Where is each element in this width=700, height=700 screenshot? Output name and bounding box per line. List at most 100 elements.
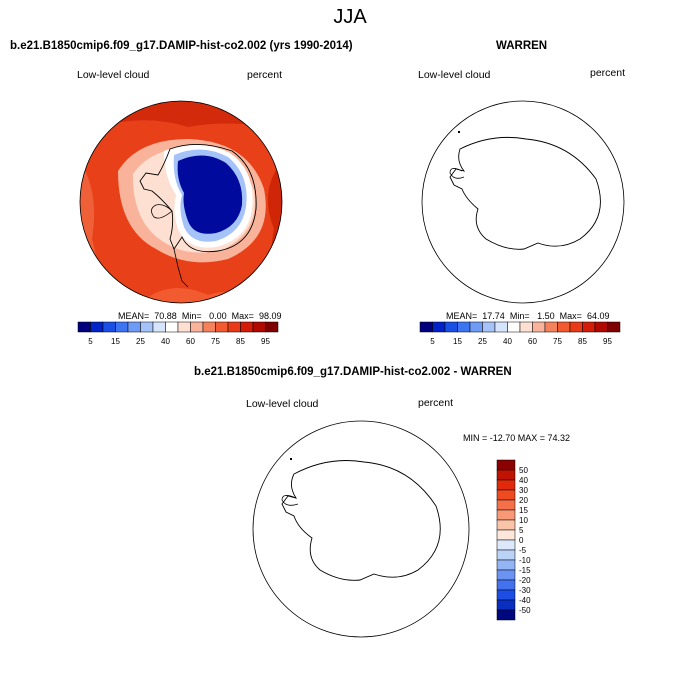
colorbar-tick-label: 15 — [111, 337, 120, 346]
colorbar-top-left: 5 15 25 40 60 75 85 95 — [77, 321, 279, 346]
colorbar-tick-label: 40 — [503, 337, 512, 346]
colorbar-box — [177, 321, 191, 333]
colorbar-box — [215, 321, 229, 333]
colorbar-box — [582, 321, 596, 333]
colorbar-box — [140, 321, 154, 333]
colorbar-box — [496, 529, 516, 541]
colorbar-box — [496, 589, 516, 601]
panel-top-left-stats: MEAN= 70.88 Min= 0.00 Max= 98.09 — [118, 311, 282, 321]
colorbar-box — [496, 489, 516, 501]
colorbar-box — [202, 321, 216, 333]
island-dot — [290, 458, 292, 460]
colorbar-tick-label: 95 — [261, 337, 270, 346]
continent-coastline — [281, 460, 441, 581]
colorbar-tick-label: 15 — [453, 337, 462, 346]
season-title: JJA — [333, 6, 367, 28]
panel-top-left-title: b.e21.B1850cmip6.f09_g17.DAMIP-hist-co2.… — [10, 40, 353, 52]
panel-bottom-title: b.e21.B1850cmip6.f09_g17.DAMIP-hist-co2.… — [194, 366, 512, 378]
map-bottom — [252, 420, 470, 638]
panel-top-right-stats: MEAN= 17.74 Min= 1.50 Max= 64.09 — [446, 311, 610, 321]
colorbar-box — [90, 321, 104, 333]
panel-top-right-variable: Low-level cloud — [418, 69, 491, 81]
colorbar-box — [594, 321, 608, 333]
colorbar-box — [496, 539, 516, 551]
colorbar-tick-label: 60 — [528, 337, 537, 346]
colorbar-box — [496, 459, 516, 471]
colorbar-tick-label: -20 — [519, 576, 531, 585]
colorbar-box — [494, 321, 508, 333]
panel-top-left-units: percent — [247, 69, 283, 81]
colorbar-box — [496, 559, 516, 571]
antarctic-interior-low-cloud — [177, 155, 243, 234]
colorbar-box — [432, 321, 446, 333]
colorbar-tick-label: -15 — [519, 566, 531, 575]
colorbar-tick-label: 75 — [211, 337, 220, 346]
colorbar-box — [240, 321, 254, 333]
colorbar-box — [127, 321, 141, 333]
colorbar-box — [482, 321, 496, 333]
colorbar-box — [607, 321, 621, 333]
colorbar-tick-label: -5 — [519, 546, 527, 555]
panel-bottom-variable: Low-level cloud — [246, 398, 319, 410]
peninsula-outline — [449, 168, 465, 179]
colorbar-tick-label: 20 — [519, 496, 528, 505]
colorbar-box — [265, 321, 279, 333]
colorbar-box — [496, 609, 516, 621]
colorbar-box — [507, 321, 521, 333]
colorbar-tick-label: 85 — [236, 337, 245, 346]
peninsula-low-zone — [166, 209, 182, 242]
colorbar-box — [227, 321, 241, 333]
panel-top-right-title: WARREN — [496, 40, 548, 52]
colorbar-tick-label: 10 — [519, 516, 528, 525]
colorbar-box — [252, 321, 266, 333]
panel-top-right-units: percent — [590, 67, 626, 79]
colorbar-tick-label: 50 — [519, 466, 528, 475]
colorbar-box — [115, 321, 129, 333]
colorbar-box — [152, 321, 166, 333]
colorbar-tick-label: 15 — [519, 506, 528, 515]
colorbar-box — [419, 321, 433, 333]
colorbar-tick-label: 60 — [186, 337, 195, 346]
colorbar-tick-label: 40 — [161, 337, 170, 346]
colorbar-box — [519, 321, 533, 333]
colorbar-tick-label: 5 — [519, 526, 524, 535]
colorbar-box — [496, 569, 516, 581]
panel-bottom-range: MIN = -12.70 MAX = 74.32 — [463, 433, 571, 443]
colorbar-top-right: 5 15 25 40 60 75 85 95 — [419, 321, 621, 346]
south-america-tip-outline — [173, 248, 189, 288]
colorbar-tick-label: 85 — [578, 337, 587, 346]
colorbar-tick-label: 40 — [519, 476, 528, 485]
colorbar-box — [444, 321, 458, 333]
colorbar-box — [496, 509, 516, 521]
colorbar-box — [496, 479, 516, 491]
panel-top-left-variable: Low-level cloud — [77, 69, 150, 81]
colorbar-tick-label: 75 — [553, 337, 562, 346]
cloud-patch-west — [425, 145, 433, 157]
difference-patch-west — [254, 468, 264, 486]
colorbar-box — [457, 321, 471, 333]
continent-coastline — [139, 144, 257, 253]
colorbar-box — [557, 321, 571, 333]
colorbar-tick-label: 5 — [88, 337, 93, 346]
colorbar-tick-label: 25 — [478, 337, 487, 346]
colorbar-box — [496, 519, 516, 531]
colorbar-box — [496, 549, 516, 561]
colorbar-box — [496, 499, 516, 511]
panel-bottom-units: percent — [418, 397, 454, 409]
colorbar-tick-label: -30 — [519, 586, 531, 595]
colorbar-tick-label: -50 — [519, 606, 531, 615]
colorbar-box — [165, 321, 179, 333]
colorbar-box — [469, 321, 483, 333]
colorbar-box — [190, 321, 204, 333]
colorbar-box — [569, 321, 583, 333]
colorbar-tick-label: 5 — [430, 337, 435, 346]
colorbar-tick-label: 95 — [603, 337, 612, 346]
map-top-left — [79, 100, 283, 304]
island-dot — [458, 131, 460, 133]
map-top-right — [421, 100, 625, 304]
colorbar-box — [496, 469, 516, 481]
colorbar-tick-label: 30 — [519, 486, 528, 495]
colorbar-box — [77, 321, 91, 333]
peninsula-outline — [151, 204, 173, 219]
